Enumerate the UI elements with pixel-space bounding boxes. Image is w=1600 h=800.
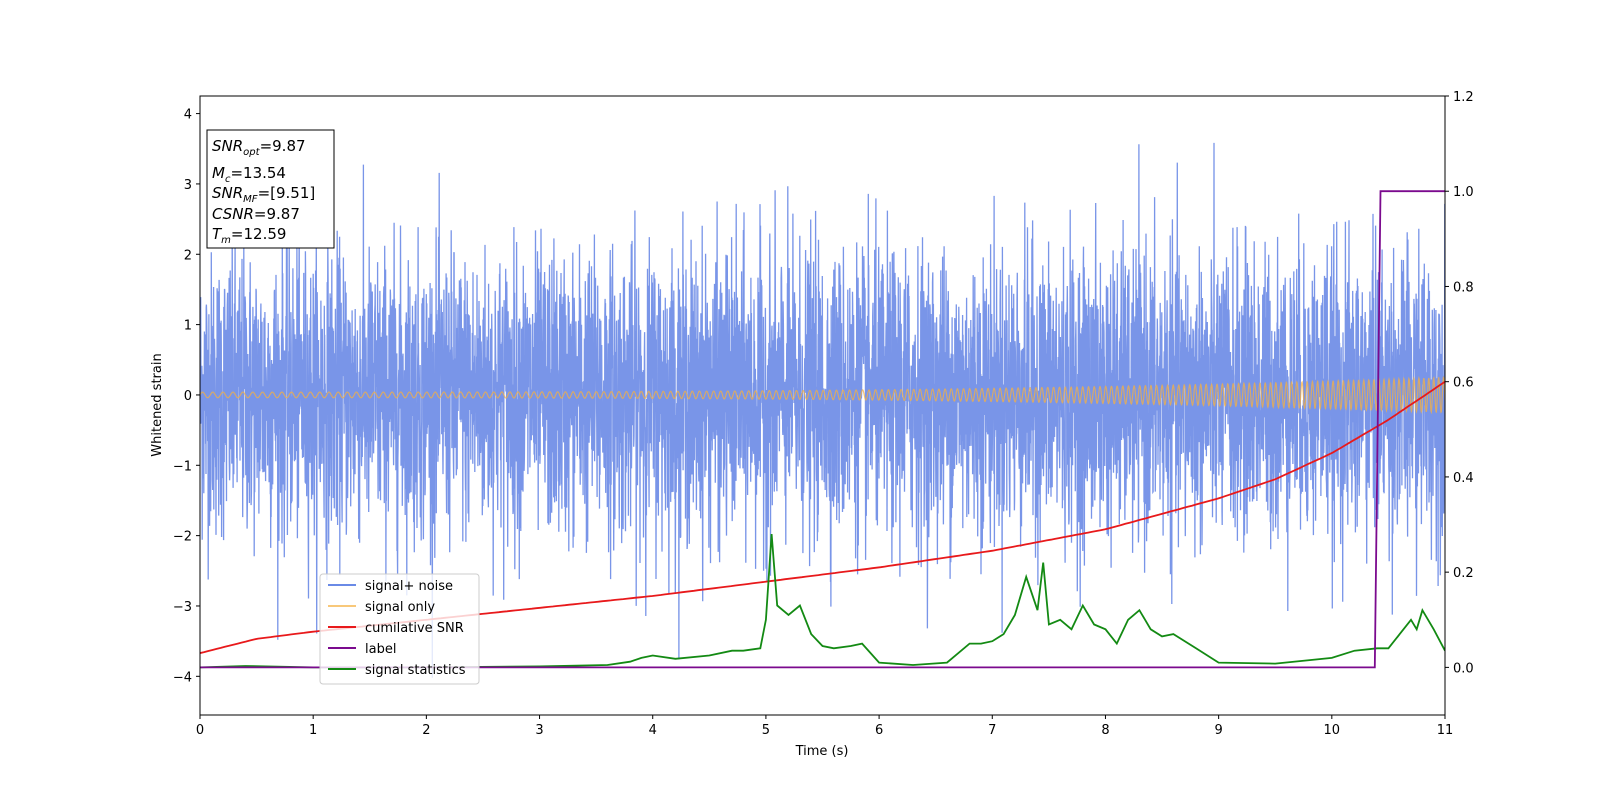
y-tick-label: 2 <box>184 248 192 263</box>
y-axis-label: Whitened strain <box>150 353 165 456</box>
x-tick-label: 6 <box>875 723 883 738</box>
y-tick-label: 4 <box>184 108 192 123</box>
y-tick-label: 3 <box>184 178 192 193</box>
x-tick-label: 9 <box>1214 723 1222 738</box>
legend: signal+ noise signal only cumilative SNR… <box>319 573 480 685</box>
y-tick-label: −2 <box>173 530 192 545</box>
legend-frame <box>319 573 480 685</box>
y2-tick-label: 1.2 <box>1453 90 1474 105</box>
y2-tick-label: 0.6 <box>1453 376 1474 391</box>
x-tick-label: 1 <box>309 723 317 738</box>
y-tick-label: −4 <box>173 670 192 685</box>
y2-tick-label: 0.0 <box>1453 661 1474 676</box>
series-signal-only <box>200 375 1445 415</box>
legend-label-signal-noise: signal+ noise <box>365 579 453 594</box>
x-tick-label: 11 <box>1437 723 1454 738</box>
y2-tick-label: 0.2 <box>1453 566 1474 581</box>
annotation-box-frame <box>206 129 335 249</box>
plot-frame <box>199 95 1446 716</box>
y2-tick-label: 1.0 <box>1453 185 1474 200</box>
y2-tick-label: 0.8 <box>1453 280 1474 295</box>
y2-axis-ticks: 0.0 0.2 0.4 0.6 0.8 1.0 1.2 <box>1445 90 1474 676</box>
csnr-annotation: CSNR=9.87 <box>212 205 300 223</box>
snr-mf-annotation: SNRMF=[9.51] <box>212 184 315 205</box>
y-tick-label: 1 <box>184 319 192 334</box>
x-tick-label: 0 <box>196 723 204 738</box>
x-tick-label: 7 <box>988 723 996 738</box>
x-tick-label: 4 <box>649 723 657 738</box>
legend-label-signal-statistics: signal statistics <box>365 663 466 678</box>
legend-label-signal-only: signal only <box>365 600 435 615</box>
y-tick-label: −1 <box>173 459 192 474</box>
series-signal-statistics <box>200 534 1445 669</box>
x-tick-label: 10 <box>1324 723 1341 738</box>
x-axis-ticks: 0 1 2 3 4 5 6 7 8 9 10 11 <box>196 715 1453 738</box>
mc-annotation: Mc=13.54 <box>212 164 286 185</box>
annotation-box: SNRopt=9.87 Mc=13.54 SNRMF=[9.51] CSNR=9… <box>206 129 335 249</box>
y-tick-label: −3 <box>173 600 192 615</box>
legend-label-label: label <box>365 642 396 657</box>
x-axis-label: Time (s) <box>795 744 849 759</box>
tm-annotation: Tm=12.59 <box>212 225 286 246</box>
x-tick-label: 2 <box>422 723 430 738</box>
y-axis-ticks: −4 −3 −2 −1 0 1 2 3 4 <box>173 108 200 685</box>
snr-opt-annotation: SNRopt=9.87 <box>212 137 306 158</box>
legend-label-cumulative-snr: cumilative SNR <box>365 621 464 636</box>
x-tick-label: 8 <box>1101 723 1109 738</box>
y-tick-label: 0 <box>184 389 192 404</box>
series-label <box>200 190 1445 669</box>
series-signal-noise <box>200 142 1445 678</box>
y2-tick-label: 0.4 <box>1453 471 1474 486</box>
x-tick-label: 3 <box>535 723 543 738</box>
x-tick-label: 5 <box>762 723 770 738</box>
